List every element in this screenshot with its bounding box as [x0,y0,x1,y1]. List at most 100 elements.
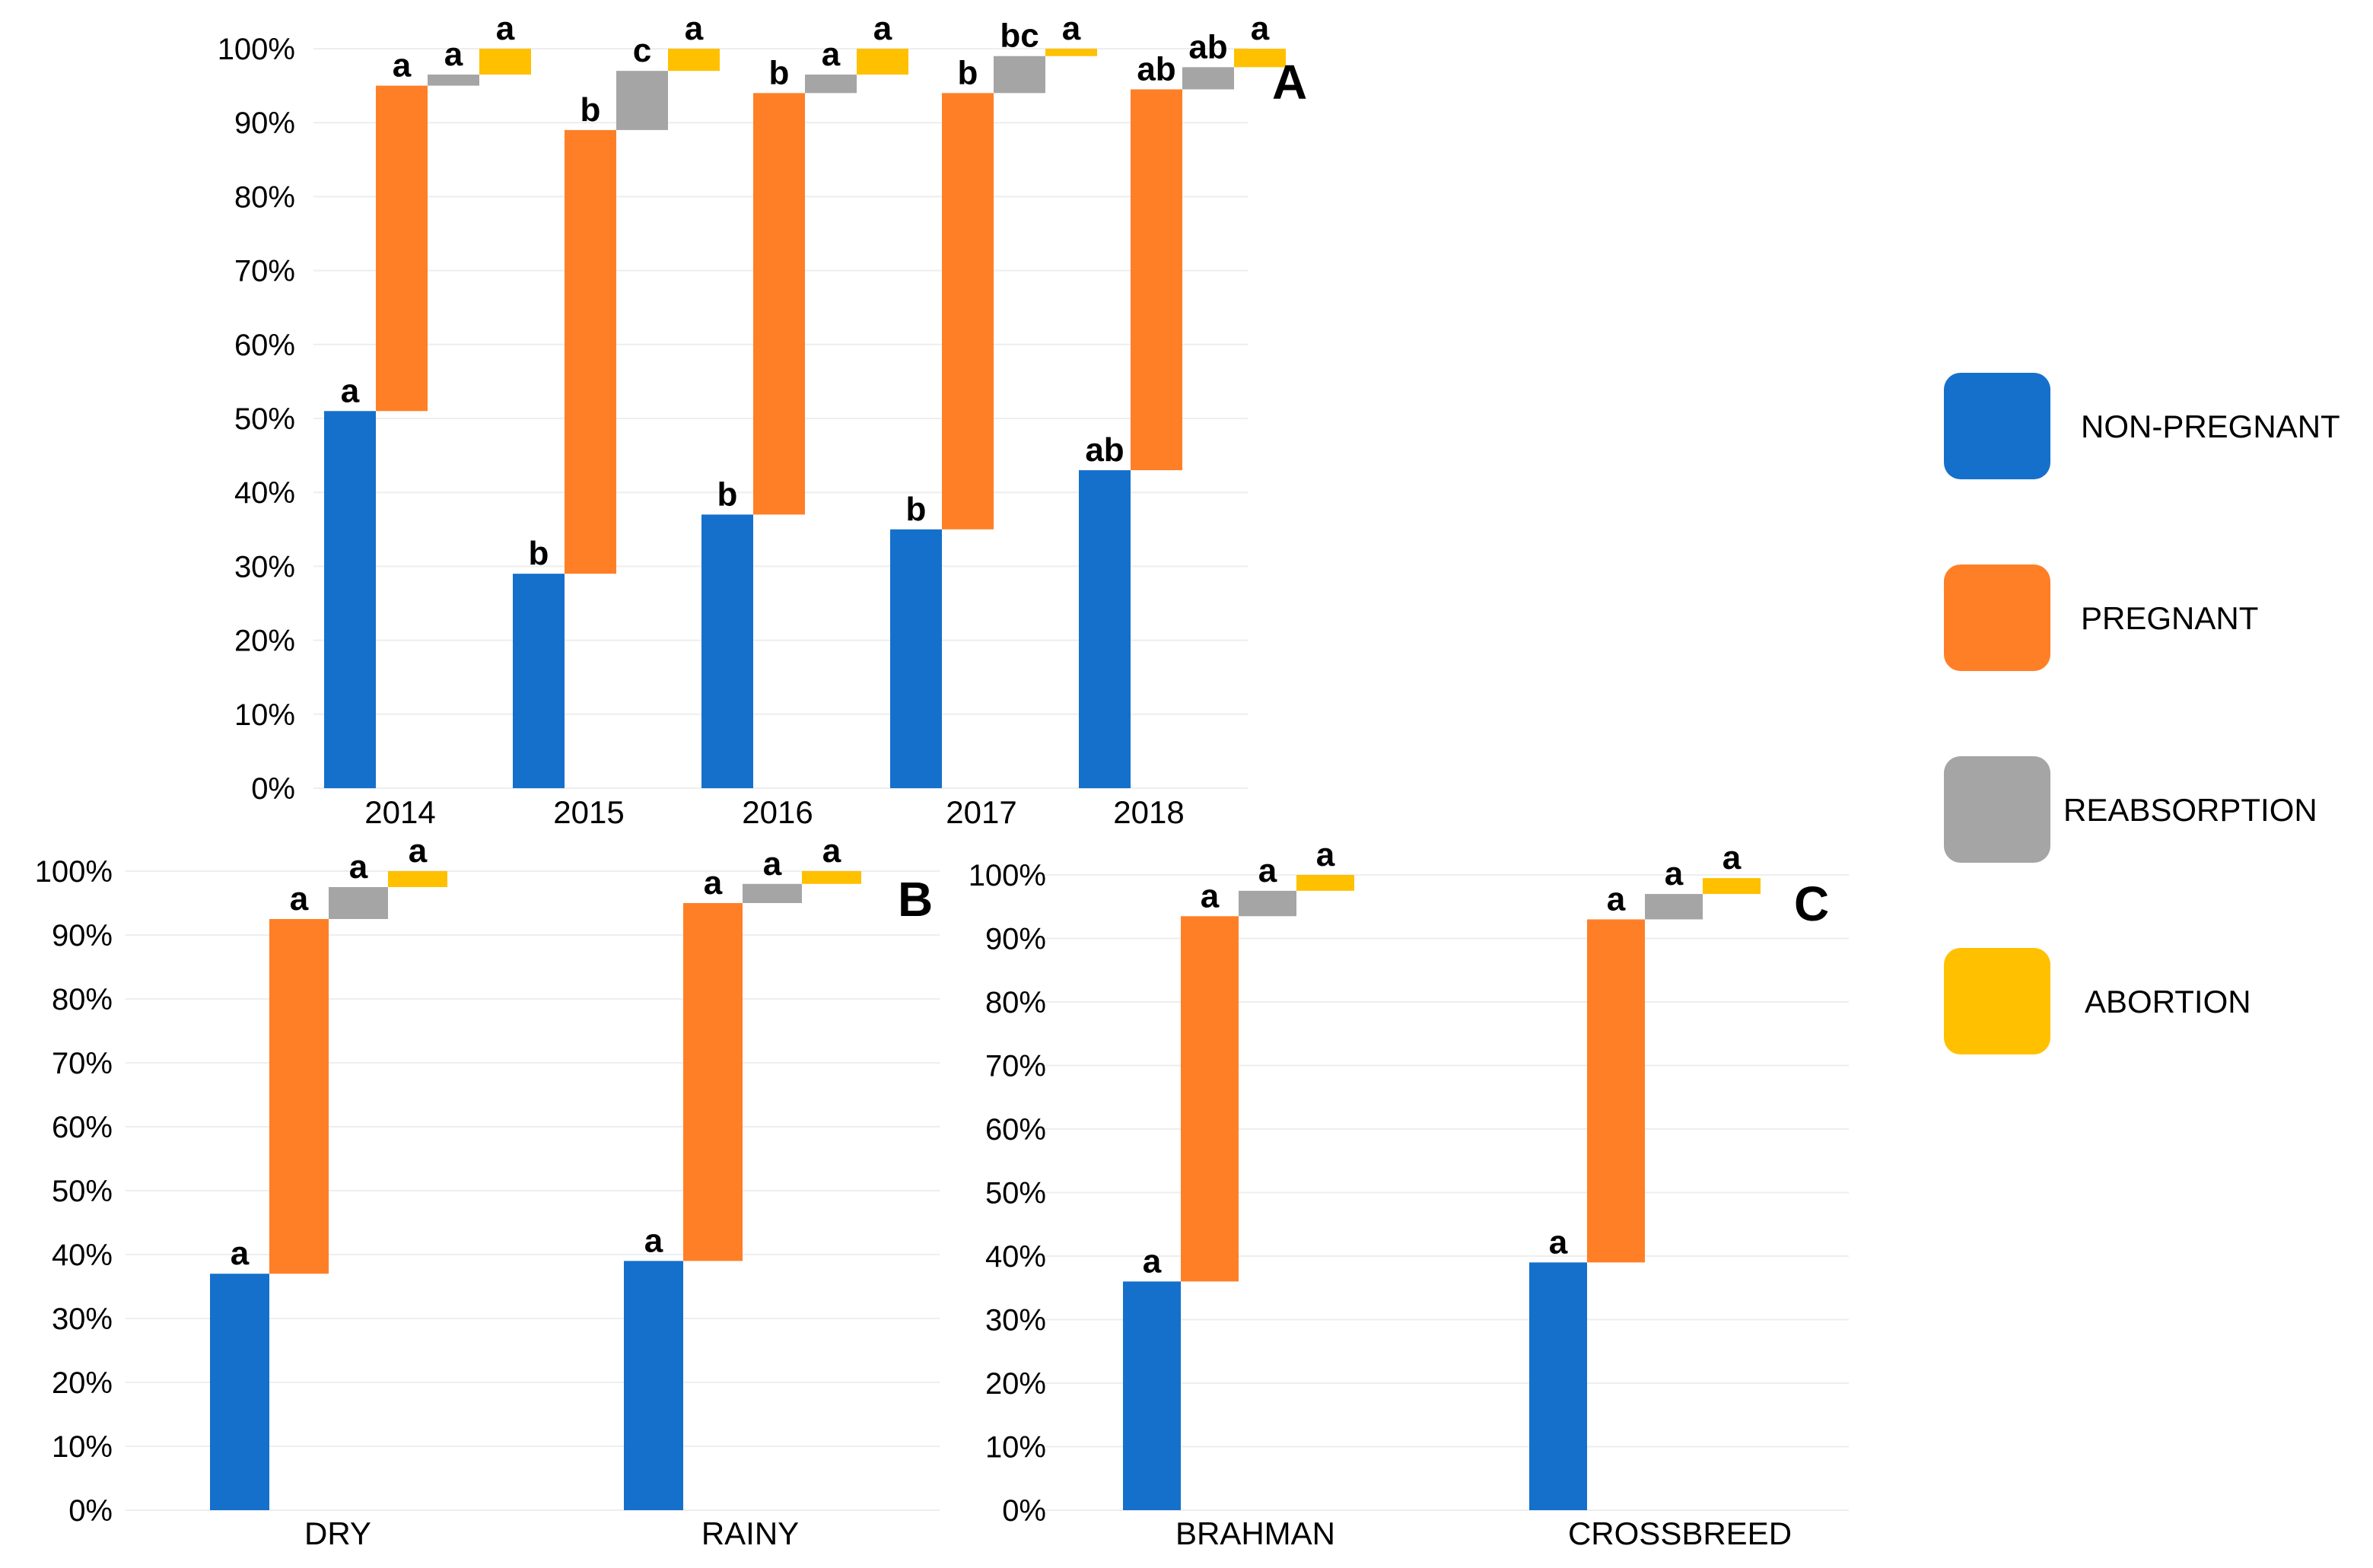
panel-a-bar-2014-abortion [479,49,531,75]
panel-a-category-label-2017: 2017 [946,794,1016,830]
panel-a-chart: 0%10%20%30%40%50%60%70%80%90%100%aa aa201… [218,10,1286,830]
panel-c-ytick-label: 10% [985,1431,1046,1465]
panel-c-sig-label-crossbreed-non-pregnant: a [1549,1223,1568,1261]
panel-b-ytick-label: 60% [52,1111,113,1144]
panel-b-sig-label-dry-non-pregnant: a [231,1235,250,1272]
legend-swatch-non-pregnant [1944,373,2050,479]
panel-c-bar-crossbreed-reabsorption [1645,894,1703,920]
panel-a-bar-2016-pregnant [753,93,805,515]
panel-a-sig-label-2017-non-pregnant: b [906,491,927,528]
panel-a-ytick-label: 50% [234,402,295,436]
panel-a-sig-label-2018-reabsorption: ab [1188,28,1227,65]
panel-a-bar-2014-pregnant [376,85,428,412]
panel-a-sig-label-2017-abortion: a [1062,10,1081,47]
panel-b-ytick-label: 30% [52,1302,113,1336]
panel-a-sig-label-2017-reabsorption: bc [1000,17,1039,55]
panel-b-ytick-label: 70% [52,1047,113,1080]
panel-a-ytick-label: 100% [218,33,295,66]
panel-c-sig-label-brahman-non-pregnant: a [1143,1242,1162,1280]
panel-a-category-label-2018: 2018 [1113,794,1184,830]
panel-a-ytick-label: 80% [234,180,295,214]
panel-b-sig-label-rainy-reabsorption: a [763,845,782,883]
panel-a-bar-2016-abortion [857,49,908,75]
panel-a-ytick-label: 0% [251,772,295,806]
panel-c-bar-brahman-non-pregnant [1123,1281,1181,1510]
panel-a-ytick-label: 10% [234,698,295,732]
panel-b-sig-label-rainy-pregnant: a [704,864,723,902]
panel-b-sig-label-dry-abortion: a [409,832,428,870]
panel-b-category-label-dry: DRY [304,1516,371,1551]
panel-c-category-label-brahman: BRAHMAN [1175,1516,1335,1551]
panel-a-category-label-2016: 2016 [742,794,813,830]
panel-a-bar-2015-non-pregnant [513,574,565,788]
panel-c-bar-crossbreed-non-pregnant [1529,1262,1587,1510]
panel-a-bar-2015-abortion [668,49,720,72]
panel-a-ytick-label: 30% [234,550,295,584]
panel-a-bar-2017-pregnant [942,93,994,530]
panel-a-bar-2016-non-pregnant [701,514,753,788]
panel-c-sig-label-brahman-pregnant: a [1201,877,1220,914]
panel-a-ytick-label: 90% [234,107,295,140]
legend-swatch-pregnant [1944,565,2050,671]
panel-a-bar-2014-reabsorption [428,75,479,86]
panel-c-category-label-crossbreed: CROSSBREED [1568,1516,1792,1551]
panel-a-sig-label-2016-pregnant: b [769,54,790,91]
panel-c-sig-label-crossbreed-reabsorption: a [1665,855,1684,892]
panel-b-sig-label-rainy-abortion: a [822,832,841,870]
panel-a-bar-2018-reabsorption [1182,67,1234,90]
legend-swatch-reabsorption [1944,756,2050,863]
panel-c-bar-crossbreed-pregnant [1587,919,1645,1263]
panel-c-ytick-label: 90% [985,923,1046,956]
panel-a-bar-2018-pregnant [1131,89,1182,471]
panel-b-ytick-label: 100% [35,855,113,889]
panel-b-bar-rainy-pregnant [683,903,743,1261]
panel-b-sig-label-rainy-non-pregnant: a [644,1222,663,1259]
panel-a-sig-label-2016-reabsorption: a [822,36,841,73]
panel-c-ytick-label: 100% [969,859,1046,892]
panel-a-sig-label-2018-pregnant: ab [1137,50,1175,87]
panel-c-sig-label-brahman-reabsorption: a [1258,852,1277,889]
panel-a-sig-label-2014-pregnant: a [393,47,412,84]
panel-b-bar-dry-pregnant [269,919,329,1274]
panel-c-ytick-label: 50% [985,1177,1046,1210]
legend-label-abortion: ABORTION [2085,984,2251,1019]
panel-a-bar-2016-reabsorption [805,75,857,94]
panel-a-sig-label-2018-abortion: a [1251,10,1270,47]
panel-a-bar-2018-non-pregnant [1079,470,1131,788]
legend-label-pregnant: PREGNANT [2081,600,2258,636]
panel-b-ytick-label: 90% [52,919,113,953]
panel-a-ytick-label: 40% [234,476,295,510]
panel-a-bar-2017-reabsorption [994,56,1045,94]
panel-a-sig-label-2015-reabsorption: c [633,32,651,69]
panel-c-ytick-label: 20% [985,1367,1046,1401]
panel-c-sig-label-brahman-abortion: a [1316,836,1335,873]
panel-c-sig-label-crossbreed-pregnant: a [1607,880,1626,918]
panel-c-ytick-label: 70% [985,1050,1046,1083]
panel-a-category-label-2015: 2015 [553,794,624,830]
panel-a-sig-label-2014-reabsorption: a [444,36,463,73]
panel-a-ytick-label: 70% [234,255,295,288]
panel-a-sig-label-2016-abortion: a [873,10,892,47]
panel-b-bar-dry-abortion [388,871,447,887]
panel-b-bar-rainy-abortion [802,871,861,884]
panel-c-ytick-label: 30% [985,1304,1046,1337]
panel-c-bar-brahman-abortion [1296,875,1354,891]
panel-b-bar-dry-non-pregnant [210,1274,269,1510]
panel-c-ytick-label: 60% [985,1113,1046,1147]
panel-a-sig-label-2015-abortion: a [685,10,704,47]
panel-a-bar-2015-pregnant [565,129,616,574]
panel-b-chart: 0% 10% 20% 30% 40% 50% 60% 70% 80% 90% 100% a a a a DRY… [35,832,940,1551]
panel-b-bar-rainy-reabsorption [743,883,802,903]
panel-b-ytick-label: 0% [68,1494,113,1528]
legend-swatch-abortion [1944,948,2050,1054]
panel-c-ytick-label: 40% [985,1240,1046,1274]
panel-b-bar-rainy-non-pregnant [624,1261,683,1510]
panel-a-bar-2015-reabsorption [616,71,668,130]
panel-a-sig-label-2015-non-pregnant: b [529,535,549,572]
panel-b-ytick-label: 40% [52,1239,113,1272]
panel-a-bar-2017-abortion [1045,49,1097,56]
legend-label-non-pregnant: NON-PREGNANT [2081,409,2340,444]
panel-c-chart: 0% 10% 20% 30% 40% 50% 60% 70% 80% 90% 100% a a a a BRA… [969,836,1849,1551]
panel-a-sig-label-2018-non-pregnant: ab [1085,431,1124,469]
